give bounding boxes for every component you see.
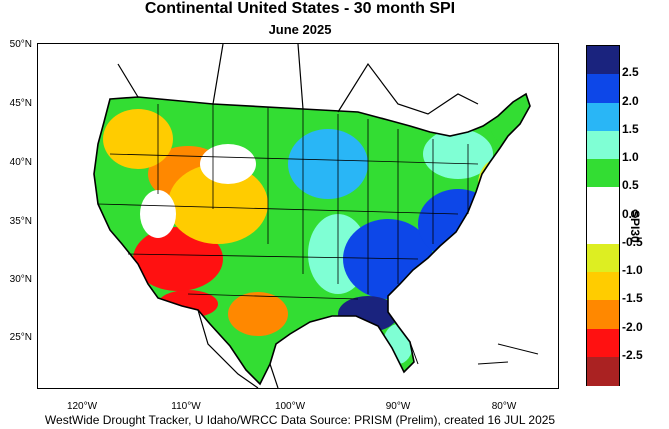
- legend-swatch: [587, 187, 619, 216]
- legend-swatch: [587, 328, 619, 358]
- mexico-coastline: [197, 309, 279, 388]
- legend-label: 1.5: [622, 121, 639, 136]
- legend-label: 0.0: [622, 206, 639, 221]
- legend-swatch: [587, 74, 619, 103]
- spi-map: [37, 43, 559, 389]
- legend-swatch: [587, 215, 619, 245]
- latitude-label: 40°N: [9, 157, 32, 168]
- legend-swatch: [587, 356, 619, 386]
- latitude-label: 45°N: [9, 98, 32, 109]
- longitude-label: 80°W: [491, 401, 517, 412]
- latitude-label: 35°N: [9, 216, 32, 227]
- state-boundary: [187, 293, 359, 300]
- spi-map-canvas: [93, 44, 539, 388]
- color-legend: [586, 45, 620, 386]
- state-boundary: [127, 253, 419, 260]
- map-title: Continental United States - 30 month SPI: [144, 0, 456, 17]
- longitude-label: 120°W: [66, 401, 98, 412]
- legend-label: -2.5: [622, 347, 643, 362]
- legend-swatch: [587, 243, 619, 273]
- latitude-label: 50°N: [9, 39, 32, 50]
- legend-label: -1.0: [622, 263, 643, 277]
- longitude-label: 100°W: [274, 401, 306, 412]
- state-boundary: [109, 153, 479, 165]
- legend-label: -0.5: [622, 234, 643, 249]
- legend-label: 0.5: [622, 178, 639, 193]
- legend-label: -1.5: [622, 291, 643, 306]
- footer-credit: WestWide Drought Tracker, U Idaho/WRCC D…: [44, 413, 556, 427]
- legend-swatch: [587, 46, 619, 75]
- latitude-label: 30°N: [9, 274, 32, 285]
- legend-label: -2.0: [622, 319, 643, 334]
- legend-swatch: [587, 272, 619, 301]
- legend-label: 1.0: [622, 150, 639, 164]
- legend-swatch: [587, 102, 619, 132]
- longitude-label: 90°W: [385, 401, 411, 412]
- legend-label: 2.5: [622, 65, 639, 80]
- legend-swatch: [587, 130, 619, 160]
- spi-shading: [94, 94, 530, 384]
- us-outline: [93, 92, 531, 386]
- legend-swatch: [587, 300, 619, 329]
- legend-label: 2.0: [622, 93, 639, 108]
- canada-boundary: [117, 44, 479, 115]
- latitude-label: 25°N: [9, 332, 32, 343]
- caribbean-coastline: [409, 341, 539, 365]
- legend-title: SPI30: [628, 210, 642, 243]
- state-boundary: [97, 203, 459, 215]
- longitude-label: 110°W: [171, 401, 201, 412]
- map-subtitle: June 2025: [268, 22, 332, 37]
- legend-swatch: [587, 159, 619, 188]
